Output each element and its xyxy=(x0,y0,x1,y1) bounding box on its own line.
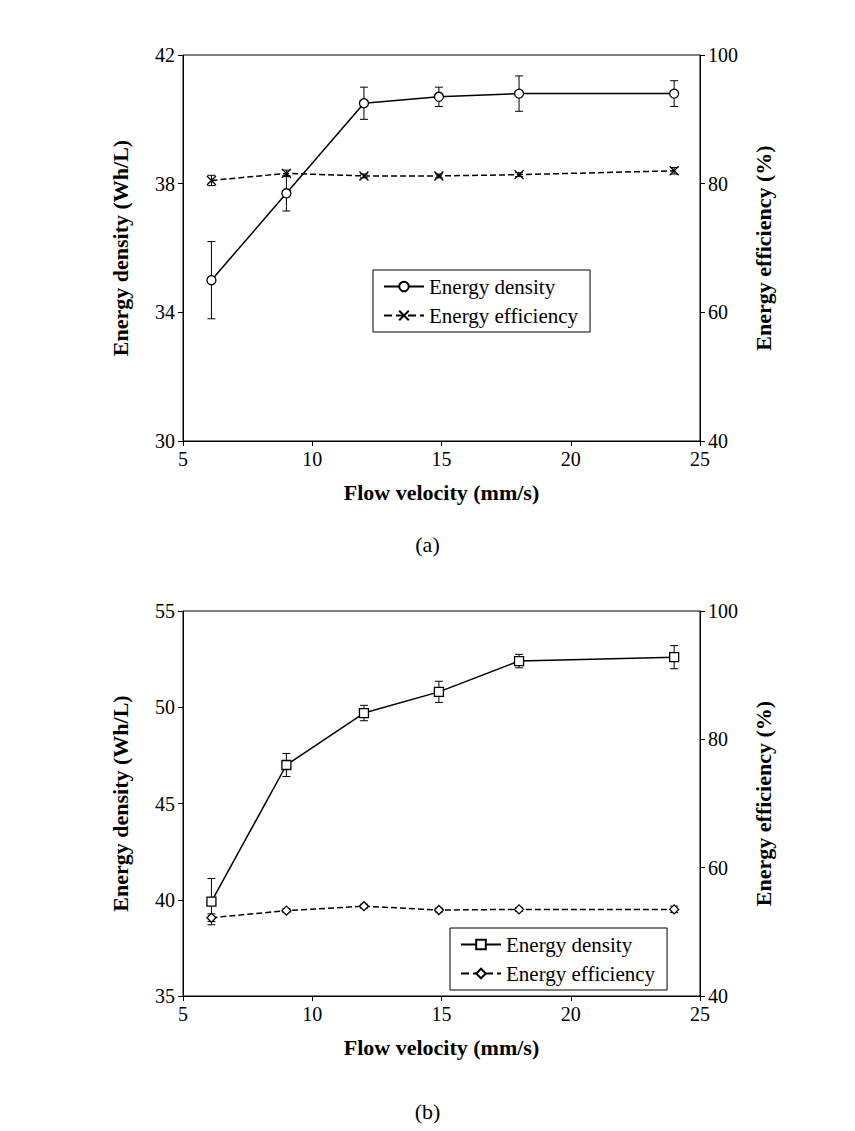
svg-text:Energy efficiency (%): Energy efficiency (%) xyxy=(751,701,776,906)
svg-text:5: 5 xyxy=(178,1003,188,1025)
svg-text:25: 25 xyxy=(690,448,710,470)
svg-text:25: 25 xyxy=(690,1003,710,1025)
svg-text:45: 45 xyxy=(155,793,175,815)
svg-text:10: 10 xyxy=(302,1003,322,1025)
svg-text:15: 15 xyxy=(432,1003,452,1025)
svg-text:100: 100 xyxy=(708,44,738,66)
svg-text:40: 40 xyxy=(708,430,728,452)
svg-text:80: 80 xyxy=(708,173,728,195)
svg-text:Energy density: Energy density xyxy=(429,275,556,299)
svg-text:(a): (a) xyxy=(415,532,439,557)
svg-text:Energy density (Wh/L): Energy density (Wh/L) xyxy=(108,140,133,356)
svg-text:Energy efficiency: Energy efficiency xyxy=(429,304,579,328)
svg-text:10: 10 xyxy=(302,448,322,470)
svg-text:5: 5 xyxy=(178,448,188,470)
svg-text:Flow velocity (mm/s): Flow velocity (mm/s) xyxy=(344,1035,540,1060)
svg-text:30: 30 xyxy=(155,430,175,452)
svg-text:40: 40 xyxy=(155,889,175,911)
svg-text:15: 15 xyxy=(432,448,452,470)
svg-text:(b): (b) xyxy=(415,1099,441,1124)
svg-text:80: 80 xyxy=(708,728,728,750)
svg-text:Flow velocity (mm/s): Flow velocity (mm/s) xyxy=(344,480,540,505)
svg-text:Energy efficiency (%): Energy efficiency (%) xyxy=(751,145,776,350)
svg-text:60: 60 xyxy=(708,301,728,323)
svg-text:50: 50 xyxy=(155,696,175,718)
svg-text:20: 20 xyxy=(561,1003,581,1025)
svg-text:40: 40 xyxy=(708,985,728,1007)
svg-text:55: 55 xyxy=(155,600,175,622)
svg-text:100: 100 xyxy=(708,600,738,622)
svg-text:Energy density (Wh/L): Energy density (Wh/L) xyxy=(108,695,133,911)
svg-text:42: 42 xyxy=(155,44,175,66)
svg-text:Energy density: Energy density xyxy=(506,933,633,957)
svg-text:20: 20 xyxy=(561,448,581,470)
svg-text:35: 35 xyxy=(155,985,175,1007)
svg-text:60: 60 xyxy=(708,857,728,879)
svg-text:34: 34 xyxy=(155,301,175,323)
svg-text:38: 38 xyxy=(155,173,175,195)
svg-text:Energy efficiency: Energy efficiency xyxy=(506,962,656,986)
